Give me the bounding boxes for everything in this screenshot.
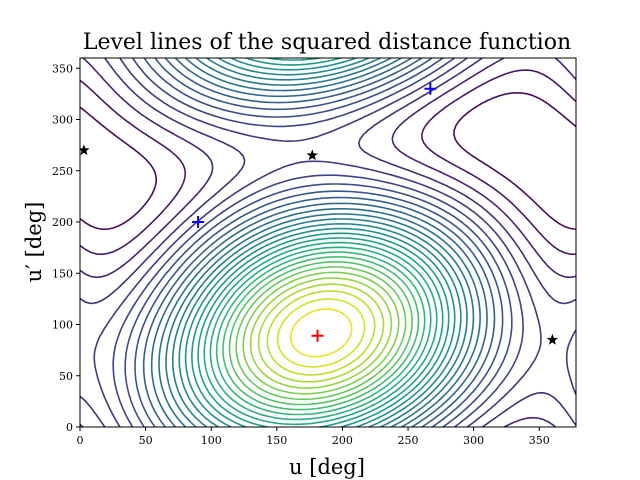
contour-level	[257, 283, 385, 383]
contour-level	[93, 58, 576, 427]
x-tick-label: 200	[332, 434, 353, 447]
saddle-star-marker	[306, 149, 318, 161]
x-tick-label: 350	[529, 434, 550, 447]
contour-level	[184, 58, 456, 427]
contour-level	[191, 58, 450, 427]
saddle-star-marker	[80, 144, 90, 156]
contour-level	[203, 241, 438, 426]
y-tick-label: 100	[52, 319, 73, 332]
markers	[80, 82, 559, 345]
contour-level	[142, 58, 496, 427]
x-tick-label: 100	[201, 434, 222, 447]
x-tick-label: 300	[463, 434, 484, 447]
contour-level	[178, 58, 462, 427]
y-tick-label: 150	[52, 267, 73, 280]
contour-level	[249, 277, 393, 389]
contour-level	[209, 246, 432, 421]
contour-level	[150, 58, 488, 427]
contour-level	[289, 308, 353, 358]
contour-level	[80, 92, 576, 231]
minimum-marker	[192, 216, 205, 228]
chart-title: Level lines of the squared distance func…	[83, 30, 571, 55]
contour-lines	[80, 58, 576, 427]
x-tick-label: 250	[398, 434, 419, 447]
contour-level	[165, 58, 475, 427]
contour-level	[276, 298, 366, 368]
x-tick-label: 150	[266, 434, 287, 447]
y-tick-label: 50	[59, 370, 73, 383]
y-tick-label: 0	[66, 421, 73, 434]
contour-level	[222, 256, 420, 411]
contour-level	[134, 58, 504, 427]
y-tick-label: 300	[52, 114, 73, 127]
x-axis-label: u [deg]	[289, 455, 365, 479]
contour-level	[235, 266, 407, 401]
contour-level	[228, 261, 413, 406]
maximum-marker	[311, 329, 324, 342]
plot-frame	[79, 57, 577, 428]
contour-level	[242, 271, 400, 395]
contour-level	[266, 290, 376, 376]
contour-level	[158, 58, 481, 427]
contour-level	[172, 58, 468, 427]
contour-level	[80, 58, 576, 427]
y-axis-label: u′ [deg]	[22, 202, 46, 283]
minimum-marker	[424, 82, 437, 95]
x-tick-label: 50	[139, 434, 153, 447]
contour-level	[80, 69, 576, 256]
contour-level	[215, 251, 426, 416]
y-tick-label: 200	[52, 216, 73, 229]
x-axis-ticks: 0 50 100 150 200 250 300 350	[77, 427, 550, 447]
y-tick-label: 350	[52, 62, 73, 75]
saddle-star-marker	[546, 333, 559, 345]
x-tick-label: 0	[77, 434, 84, 447]
contour-level	[80, 58, 576, 427]
y-axis-ticks: 0 50 100 150 200 250 300 350	[52, 62, 80, 434]
y-tick-label: 250	[52, 165, 73, 178]
contour-level	[112, 58, 524, 427]
contour-level	[197, 58, 444, 427]
contour-level	[124, 58, 513, 427]
